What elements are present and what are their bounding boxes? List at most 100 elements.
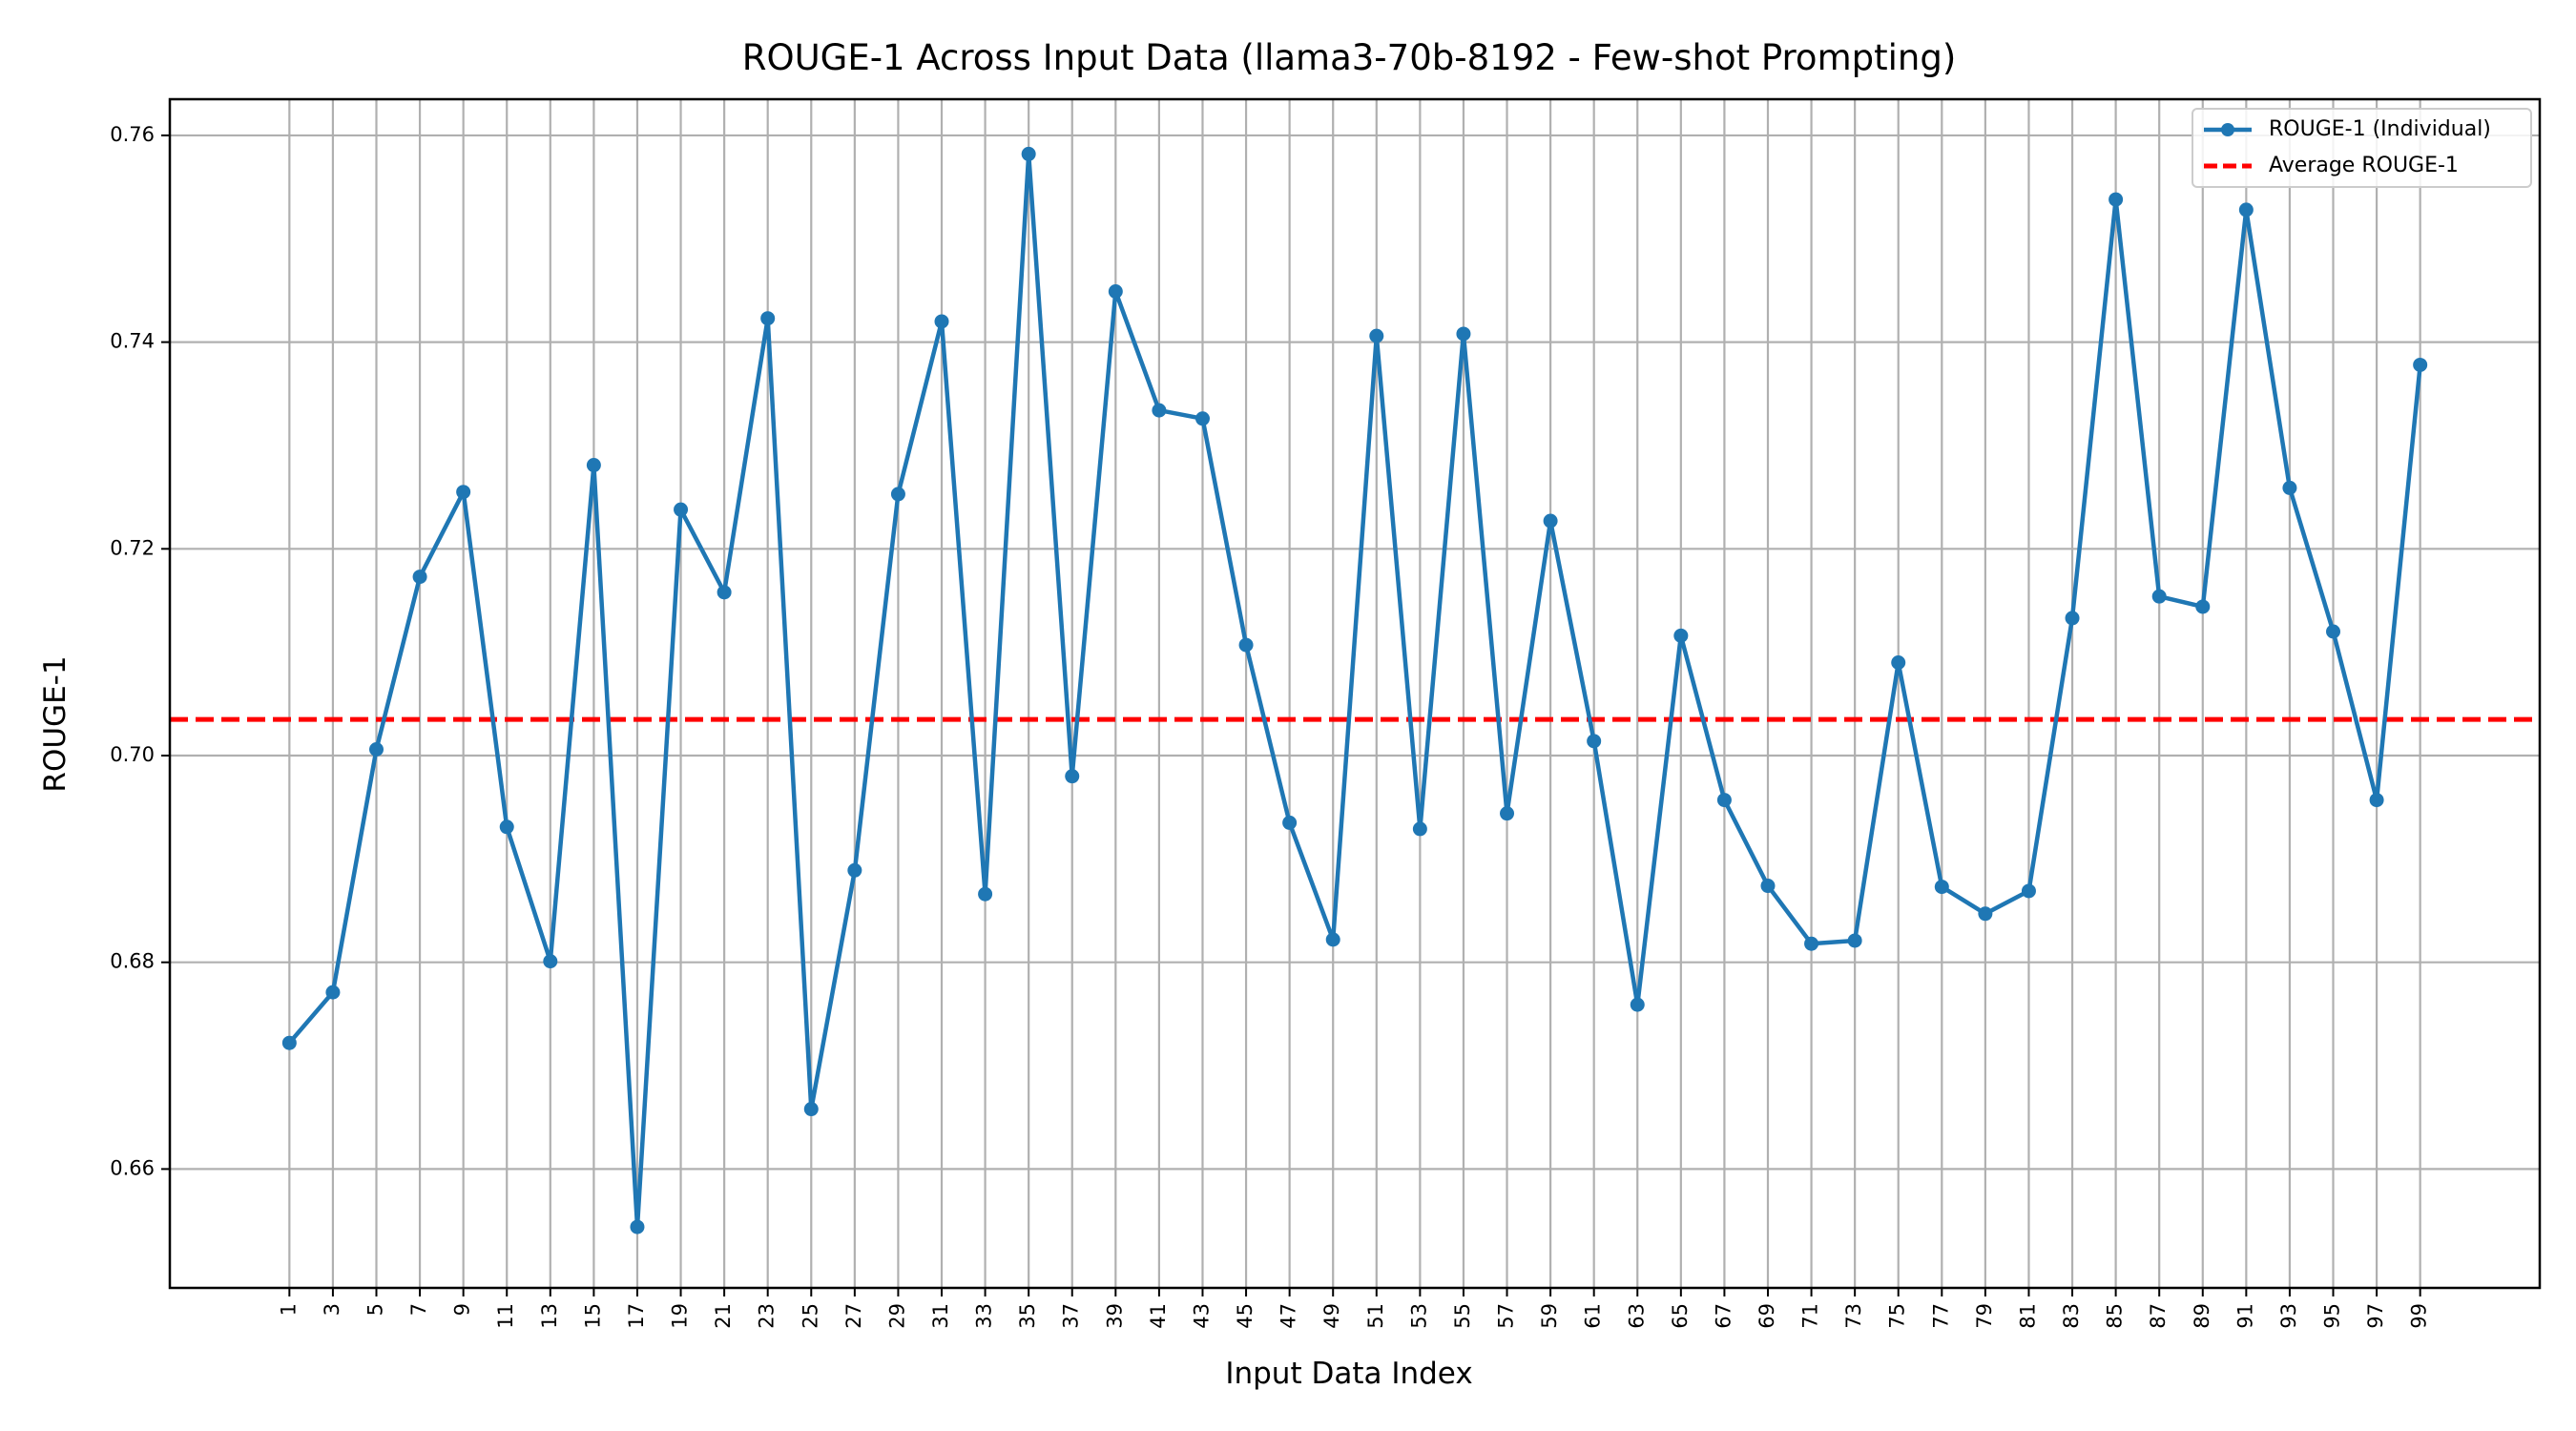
data-point: [2238, 202, 2254, 218]
x-tick-label: 7: [407, 1303, 430, 1316]
data-point: [1847, 933, 1862, 948]
data-point: [1108, 284, 1123, 300]
data-point: [1500, 806, 1515, 821]
x-tick-label: 21: [712, 1303, 735, 1329]
data-point: [2109, 192, 2124, 207]
data-point: [1195, 411, 1210, 426]
x-tick-label: 51: [1364, 1303, 1387, 1329]
data-point: [325, 985, 341, 1000]
series-layer: [170, 146, 2540, 1234]
data-point: [586, 458, 601, 473]
x-tick-label: 97: [2364, 1303, 2387, 1329]
data-point: [1891, 654, 1906, 670]
legend-marker-individual: [2221, 123, 2234, 136]
x-tick-label: 91: [2233, 1303, 2256, 1329]
x-tick-label: 3: [321, 1303, 343, 1316]
x-axis-label: Input Data Index: [1225, 1357, 1472, 1391]
data-point: [456, 485, 471, 500]
x-tick-label: 31: [929, 1303, 952, 1329]
data-point: [499, 819, 514, 835]
data-point: [1673, 628, 1689, 643]
data-point: [890, 487, 905, 502]
data-point: [1021, 146, 1036, 161]
x-tick-label: 79: [1973, 1303, 1996, 1329]
data-point: [2369, 793, 2384, 808]
x-tick-label: 65: [1669, 1303, 1692, 1329]
x-tick-label: 35: [1016, 1303, 1039, 1329]
series-line-individual: [287, 152, 2422, 1230]
data-point: [281, 1035, 297, 1050]
data-point: [1587, 734, 1602, 749]
data-point: [2021, 883, 2036, 899]
x-tick-label: 11: [494, 1303, 517, 1329]
data-point: [1456, 326, 1471, 342]
x-tick-label: 67: [1712, 1303, 1735, 1329]
x-tick-label: 1: [277, 1303, 300, 1316]
data-point: [1369, 328, 1384, 343]
data-point: [803, 1102, 819, 1117]
x-tick-label: 59: [1538, 1303, 1561, 1329]
x-tick-label: 83: [2060, 1303, 2083, 1329]
data-point: [1760, 879, 1776, 894]
x-tick-label: 29: [885, 1303, 908, 1329]
x-tick-label: 61: [1582, 1303, 1605, 1329]
data-point: [1630, 997, 1645, 1012]
x-tick-label: 81: [2016, 1303, 2039, 1329]
x-tick-label: 17: [625, 1303, 648, 1329]
data-point: [1412, 821, 1427, 837]
x-tick-label: 23: [756, 1303, 779, 1329]
x-tick-label: 89: [2191, 1303, 2213, 1329]
data-point: [630, 1219, 645, 1234]
data-point: [368, 742, 384, 757]
plot-frame: [168, 97, 2542, 1290]
axes-layer: 1 3 5 7 9 11 13 15 17 19 21 23 25 27 29 31 33 35 37 39 41 43 4…: [110, 97, 2542, 1329]
x-tick-label: 73: [1842, 1303, 1865, 1329]
x-tick-label: 25: [799, 1303, 821, 1329]
legend: ROUGE-1 (Individual) Average ROUGE-1: [2192, 108, 2532, 188]
x-tick-label: 49: [1320, 1303, 1343, 1329]
y-axis-label: ROUGE-1: [38, 655, 73, 792]
x-tick-label: 57: [1495, 1303, 1518, 1329]
data-point: [1065, 769, 1080, 784]
x-tick-label: 85: [2104, 1303, 2127, 1329]
y-tick-label: 0.70: [110, 743, 155, 766]
x-tick-label: 53: [1407, 1303, 1430, 1329]
x-tick-label: 99: [2408, 1303, 2431, 1329]
data-point: [543, 954, 558, 969]
data-point: [2326, 624, 2341, 639]
data-point: [412, 570, 427, 585]
data-point: [2282, 480, 2297, 495]
data-point: [1238, 637, 1254, 653]
data-point: [1543, 513, 1558, 529]
data-point: [2151, 589, 2167, 604]
y-tick-label: 0.74: [110, 330, 155, 353]
x-tick-label: 19: [669, 1303, 692, 1329]
y-tick-label: 0.66: [110, 1156, 155, 1179]
x-tick-label: 39: [1103, 1303, 1126, 1329]
data-point: [1804, 936, 1819, 951]
legend-label-average: Average ROUGE-1: [2269, 154, 2459, 177]
legend-box: [2192, 108, 2532, 188]
x-tick-label: 55: [1451, 1303, 1474, 1329]
y-tick-label: 0.68: [110, 950, 155, 973]
x-tick-label: 63: [1625, 1303, 1648, 1329]
data-point: [717, 585, 732, 600]
data-point: [2065, 611, 2080, 626]
x-tick-label: 15: [581, 1303, 604, 1329]
data-point: [674, 502, 689, 517]
data-point: [2413, 357, 2428, 372]
data-point: [1934, 880, 1949, 895]
x-tick-label: 27: [842, 1303, 865, 1329]
x-tick-label: 9: [451, 1303, 474, 1316]
data-point: [1978, 906, 1993, 922]
y-tick-label: 0.76: [110, 123, 155, 146]
x-tick-label: 95: [2321, 1303, 2344, 1329]
data-point: [847, 862, 862, 878]
x-tick-label: 75: [1886, 1303, 1909, 1329]
x-tick-label: 87: [2147, 1303, 2170, 1329]
chart-title: ROUGE-1 Across Input Data (llama3-70b-81…: [742, 37, 1957, 78]
x-tick-label: 47: [1278, 1303, 1300, 1329]
x-tick-label: 45: [1234, 1303, 1257, 1329]
